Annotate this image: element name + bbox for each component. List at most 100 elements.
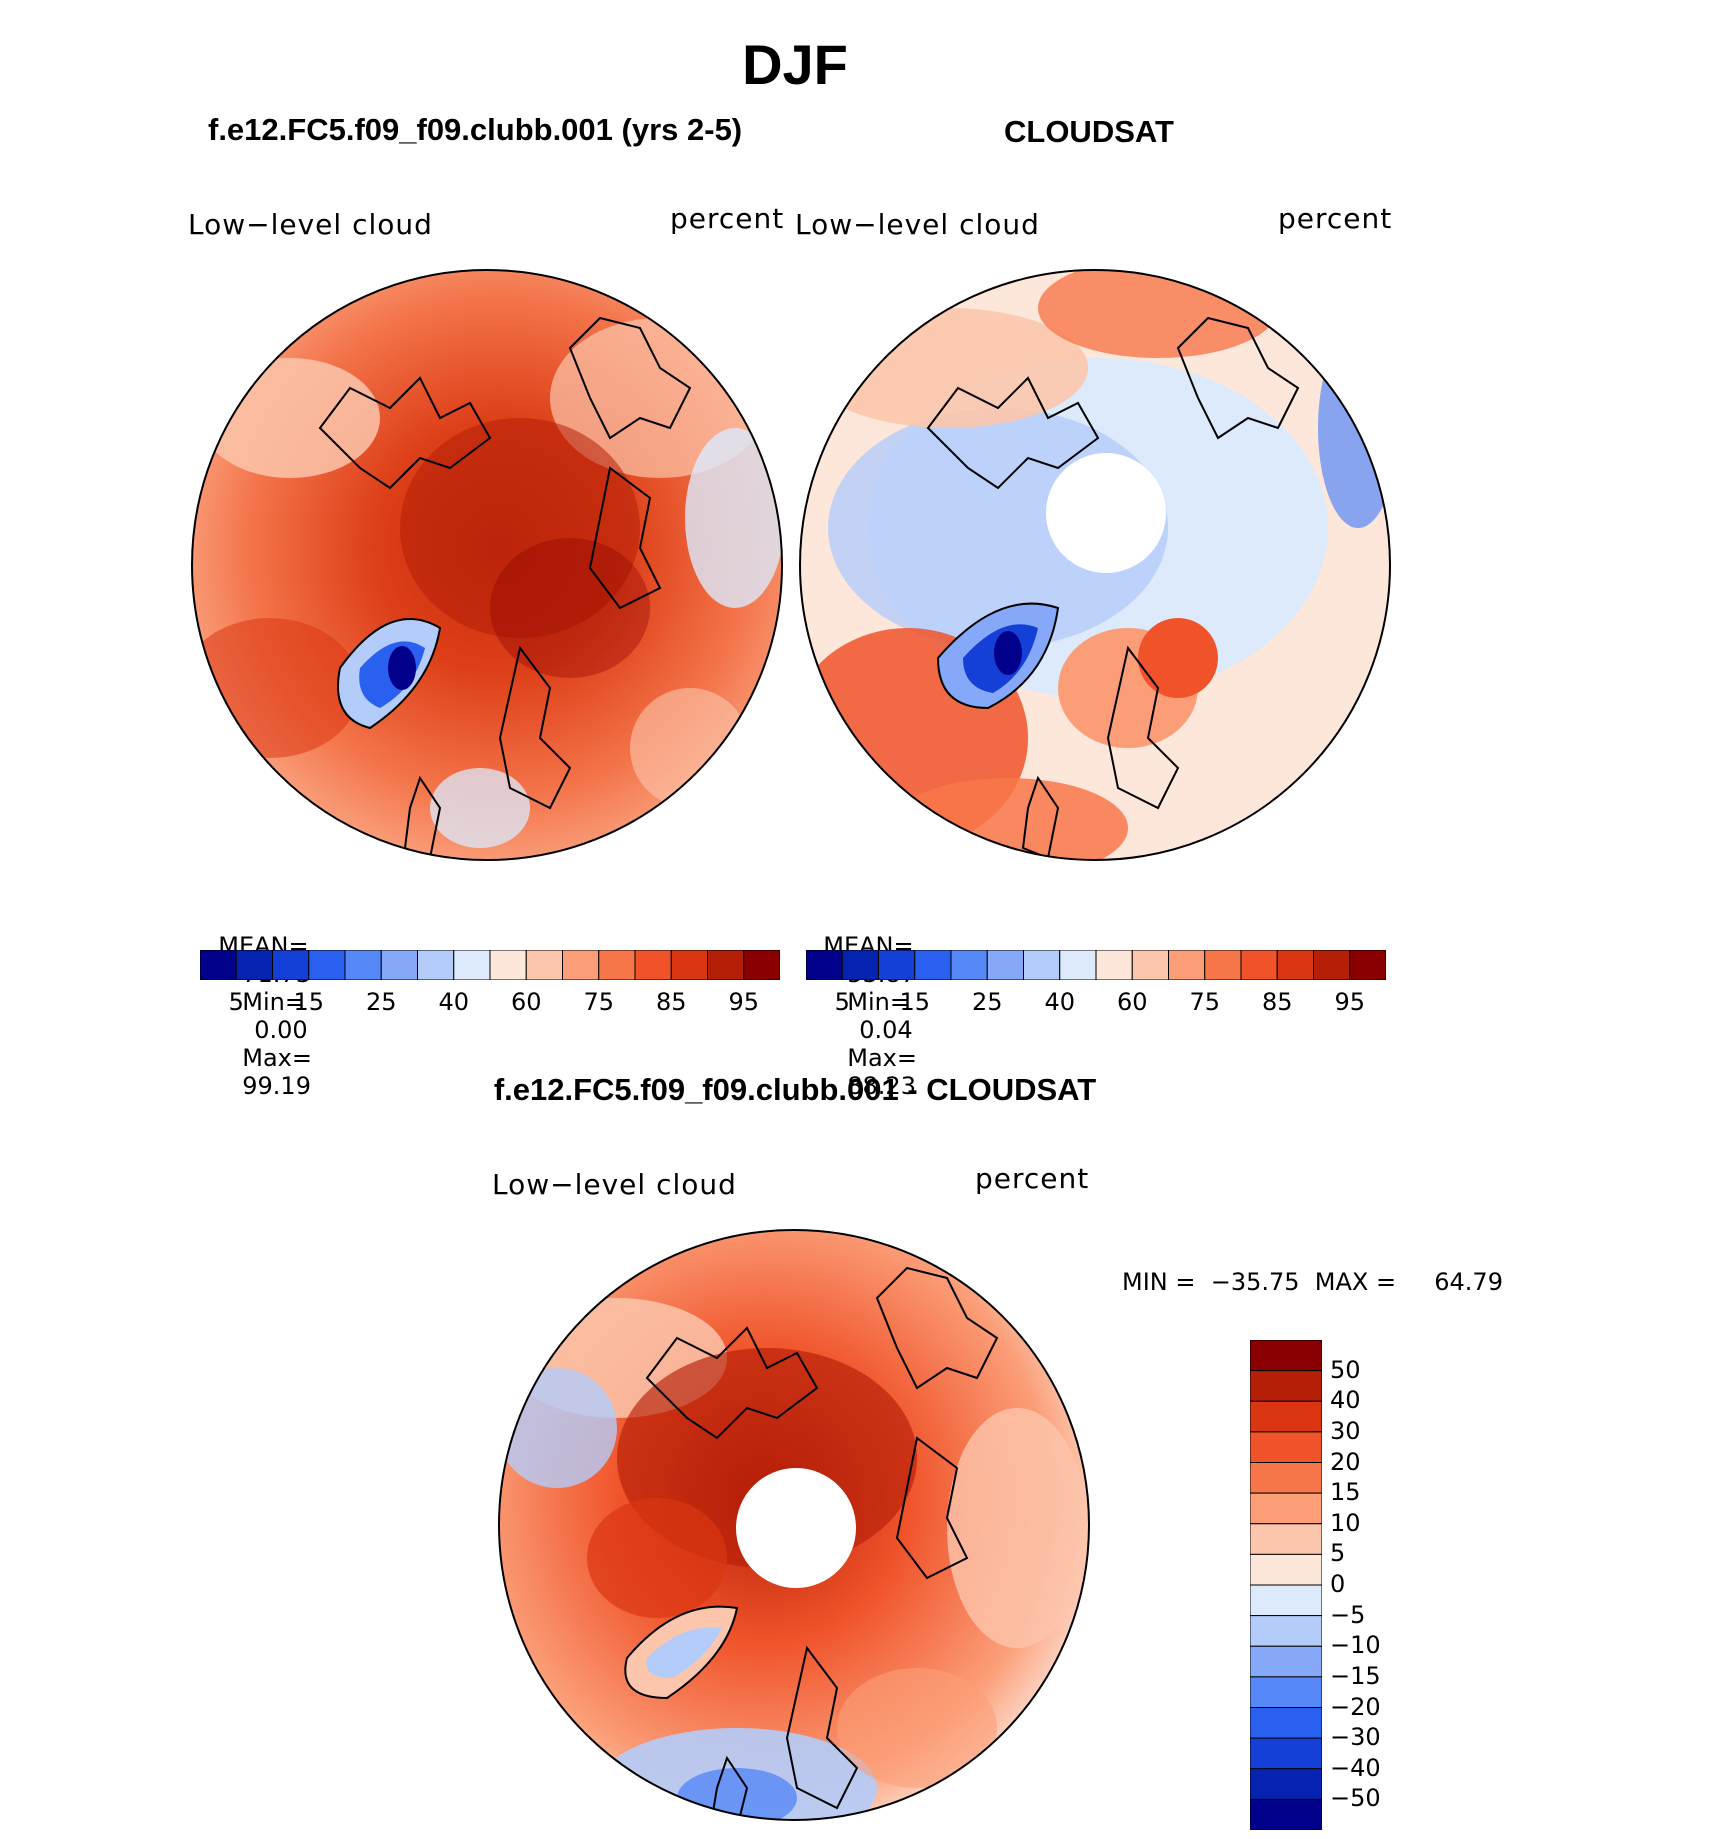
max-label: Max= [242, 1044, 312, 1072]
colorbar-tick-label: −20 [1330, 1692, 1381, 1721]
colorbar-tick-label: 15 [1330, 1478, 1361, 1507]
colorbar-tick-label: −15 [1330, 1661, 1381, 1690]
units-label-model: percent [670, 202, 785, 235]
colorbar-swatch [200, 950, 237, 980]
colorbar-ticks-obs: 5 15 25 40 60 75 85 95 [806, 988, 1386, 1018]
min-value: 0.04 [859, 1016, 913, 1044]
colorbar-tick-label: 85 [1261, 988, 1293, 1016]
colorbar-obs [806, 950, 1386, 980]
colorbar-swatch [1023, 950, 1061, 980]
colorbar-tick-label: 60 [510, 988, 542, 1016]
colorbar-swatch [1250, 1400, 1322, 1433]
colorbar-tick-label: 30 [1330, 1416, 1361, 1445]
min-label: Min= [847, 988, 910, 1016]
colorbar-swatch [1250, 1340, 1322, 1372]
colorbar-swatch [914, 950, 952, 980]
colorbar-swatch [1250, 1707, 1322, 1739]
colorbar-swatch [344, 950, 382, 980]
colorbar-swatch [272, 950, 310, 980]
colorbar-tick-label: 5 [1330, 1539, 1346, 1568]
difference-title: f.e12.FC5.f09_f09.clubb.001 - CLOUDSAT [493, 1072, 1097, 1107]
colorbar-swatch [1250, 1462, 1322, 1494]
colorbar-swatch [707, 950, 745, 980]
colorbar-swatch [453, 950, 491, 980]
colorbar-swatch [1095, 950, 1133, 980]
figure-title: DJF [742, 33, 848, 96]
colorbar-swatch [1131, 950, 1169, 980]
colorbar-swatch [806, 950, 843, 980]
max-label: Max= [847, 1044, 917, 1072]
colorbar-swatch [235, 950, 273, 980]
panel-title-obs: CLOUDSAT [1004, 114, 1174, 149]
colorbar-tick-label: −50 [1330, 1784, 1381, 1813]
colorbar-swatch [634, 950, 672, 980]
variable-label-obs: Low−level cloud [795, 208, 1040, 241]
colorbar-swatch [841, 950, 879, 980]
colorbar-tick-label: 40 [438, 988, 470, 1016]
colorbar-swatch [308, 950, 346, 980]
colorbar-swatch [1204, 950, 1242, 980]
colorbar-tick-label: −5 [1330, 1600, 1366, 1629]
diff-range: MIN = −35.75 MAX = 64.79 [1122, 1268, 1503, 1296]
colorbar-tick-label: 95 [728, 988, 760, 1016]
colorbar-swatch [986, 950, 1024, 980]
colorbar-tick-label: 60 [1116, 988, 1148, 1016]
variable-label-model: Low−level cloud [188, 208, 433, 241]
colorbar-tick-label: −40 [1330, 1753, 1381, 1782]
colorbar-swatch [380, 950, 418, 980]
colorbar-tick-label: 10 [1330, 1508, 1361, 1537]
colorbar-tick-label: 75 [1189, 988, 1221, 1016]
colorbar-swatch [1250, 1645, 1322, 1678]
max-value: 88.23 [847, 1072, 916, 1100]
colorbar-swatch [950, 950, 988, 980]
colorbar-tick-label: 5 [834, 988, 850, 1016]
colorbar-tick-label: 95 [1334, 988, 1366, 1016]
colorbar-tick-label: 15 [899, 988, 931, 1016]
colorbar-tick-label: 25 [365, 988, 397, 1016]
colorbar-tick-label: 5 [228, 988, 244, 1016]
units-label-obs: percent [1278, 202, 1393, 235]
colorbar-swatch [1250, 1370, 1322, 1402]
polar-map-model [191, 269, 783, 861]
colorbar-ticks-model: 5 15 25 40 60 75 85 95 [200, 988, 780, 1018]
polar-map-obs [799, 269, 1391, 861]
colorbar-difference [1250, 1340, 1322, 1830]
variable-label-diff: Low−level cloud [492, 1168, 737, 1201]
polar-map-difference [498, 1229, 1090, 1821]
units-label-diff: percent [975, 1162, 1090, 1195]
max-value: 99.19 [242, 1072, 311, 1100]
colorbar-swatch [878, 950, 916, 980]
colorbar-swatch [1250, 1676, 1322, 1708]
panel-title-model: f.e12.FC5.f09_f09.clubb.001 (yrs 2-5) [208, 112, 743, 147]
colorbar-swatch [525, 950, 563, 980]
colorbar-tick-label: 0 [1330, 1570, 1346, 1598]
colorbar-swatch [562, 950, 600, 980]
colorbar-swatch [1250, 1615, 1322, 1647]
colorbar-swatch [1250, 1584, 1322, 1617]
colorbar-swatch [1276, 950, 1314, 980]
colorbar-swatch [1168, 950, 1206, 980]
min-value: 0.00 [254, 1016, 308, 1044]
colorbar-swatch [417, 950, 455, 980]
colorbar-tick-label: 85 [655, 988, 687, 1016]
colorbar-swatch [1240, 950, 1278, 980]
colorbar-model [200, 950, 780, 980]
colorbar-tick-label: 40 [1044, 988, 1076, 1016]
colorbar-swatch [1059, 950, 1097, 980]
colorbar-swatch [1250, 1523, 1322, 1555]
colorbar-swatch [1250, 1553, 1322, 1586]
colorbar-swatch [1250, 1737, 1322, 1770]
colorbar-tick-label: 75 [583, 988, 615, 1016]
colorbar-swatch [1313, 950, 1351, 980]
colorbar-swatch [743, 950, 780, 980]
colorbar-swatch [1250, 1798, 1322, 1830]
colorbar-tick-label: 20 [1330, 1447, 1361, 1476]
colorbar-swatch [1349, 950, 1386, 980]
colorbar-tick-label: −10 [1330, 1631, 1381, 1660]
colorbar-swatch [489, 950, 527, 980]
colorbar-tick-label: 15 [293, 988, 325, 1016]
colorbar-tick-label: −30 [1330, 1723, 1381, 1752]
colorbar-ticks-difference: 50 40 30 20 15 10 5 0 −5 −10 −15 −20 −30 −40 −50 [1330, 1340, 1410, 1830]
colorbar-swatch [1250, 1492, 1322, 1525]
min-label: Min= [242, 988, 305, 1016]
